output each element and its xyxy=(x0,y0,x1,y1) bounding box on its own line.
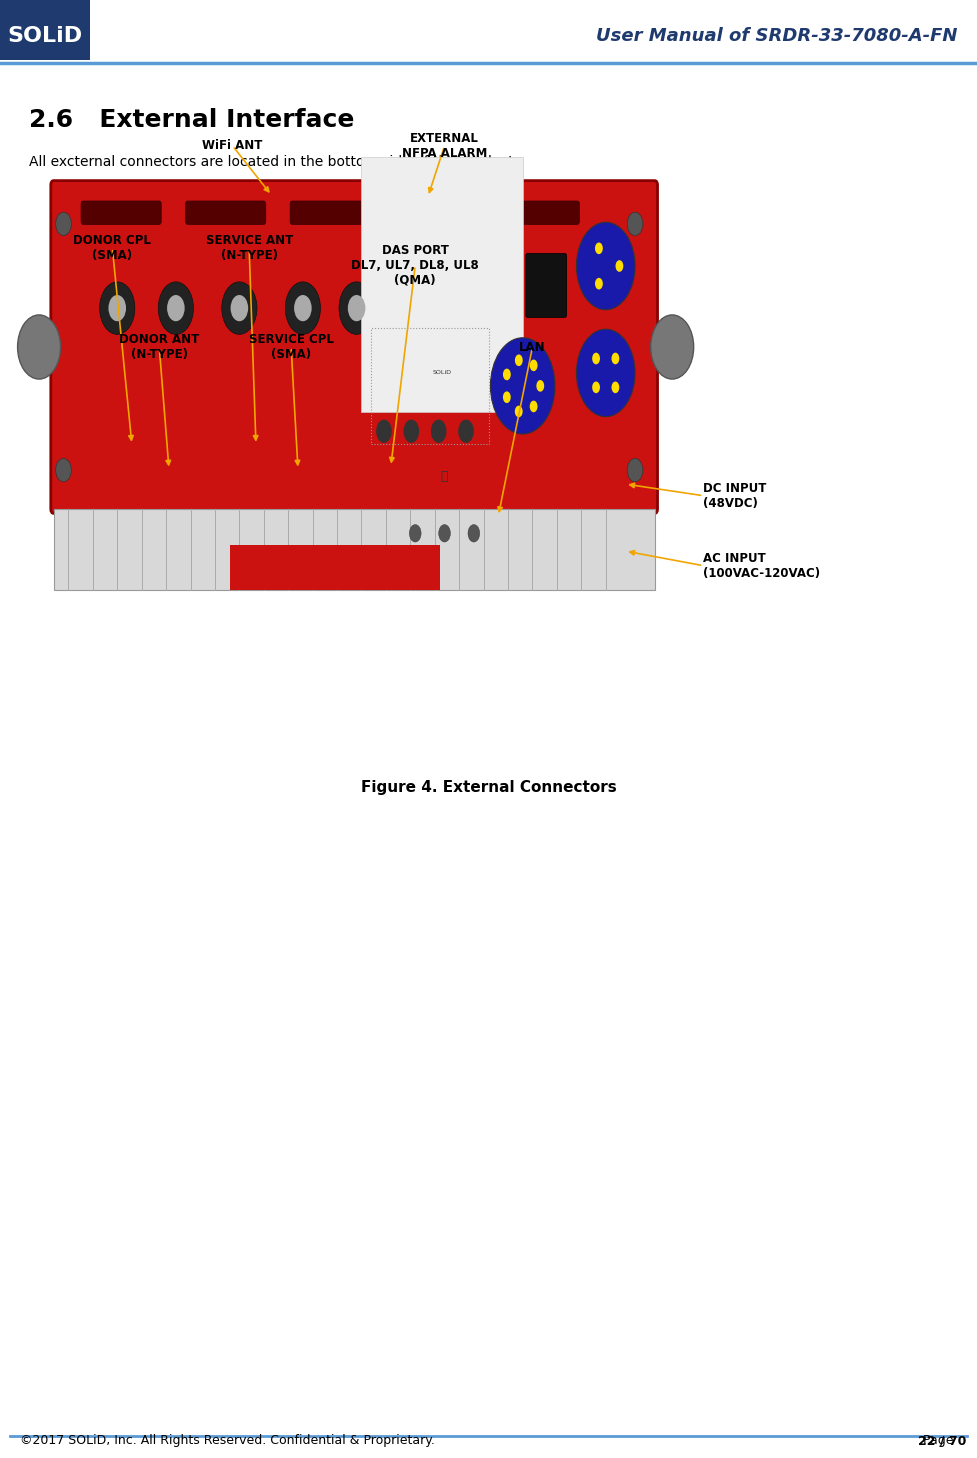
Text: DONOR ANT
(N-TYPE): DONOR ANT (N-TYPE) xyxy=(119,332,199,362)
Text: 22 / 70: 22 / 70 xyxy=(917,1435,966,1446)
Circle shape xyxy=(536,381,544,392)
Bar xyxy=(371,328,488,445)
Circle shape xyxy=(222,281,257,334)
Circle shape xyxy=(595,278,603,290)
Bar xyxy=(230,545,440,590)
Text: SOLiD: SOLiD xyxy=(8,26,83,47)
Text: ⏚: ⏚ xyxy=(441,469,448,483)
Text: LAN: LAN xyxy=(519,341,546,353)
Circle shape xyxy=(616,260,623,271)
Circle shape xyxy=(294,295,312,321)
Circle shape xyxy=(404,420,419,443)
Bar xyxy=(0,0,90,60)
Circle shape xyxy=(18,315,61,379)
FancyBboxPatch shape xyxy=(81,201,161,225)
Text: SOLiD: SOLiD xyxy=(433,370,452,375)
Text: DAS PORT
DL7, UL7, DL8, UL8
(QMA): DAS PORT DL7, UL7, DL8, UL8 (QMA) xyxy=(352,243,479,287)
Circle shape xyxy=(503,369,511,381)
FancyBboxPatch shape xyxy=(51,181,658,513)
Circle shape xyxy=(285,281,320,334)
Circle shape xyxy=(409,525,421,542)
Circle shape xyxy=(339,281,374,334)
Circle shape xyxy=(158,281,193,334)
Circle shape xyxy=(490,338,555,434)
Text: User Manual of SRDR-33-7080-A-FN: User Manual of SRDR-33-7080-A-FN xyxy=(596,28,957,45)
Circle shape xyxy=(348,295,365,321)
Text: WiFi ANT: WiFi ANT xyxy=(202,140,263,152)
Circle shape xyxy=(231,295,248,321)
Bar xyxy=(361,156,523,411)
Circle shape xyxy=(376,420,392,443)
Circle shape xyxy=(592,353,600,364)
Text: ©2017 SOLiD, Inc. All Rights Reserved. Confidential & Proprietary.: ©2017 SOLiD, Inc. All Rights Reserved. C… xyxy=(20,1435,435,1446)
Text: DC INPUT
(48VDC): DC INPUT (48VDC) xyxy=(703,481,767,510)
FancyBboxPatch shape xyxy=(526,254,567,318)
Text: SERVICE ANT
(N-TYPE): SERVICE ANT (N-TYPE) xyxy=(205,233,293,262)
Bar xyxy=(54,509,655,590)
Circle shape xyxy=(612,382,619,394)
Circle shape xyxy=(108,295,126,321)
Circle shape xyxy=(515,354,523,366)
Circle shape xyxy=(576,330,635,417)
Text: All excternal connectors are located in the bottom side of the product.: All excternal connectors are located in … xyxy=(29,155,519,169)
Circle shape xyxy=(56,458,71,481)
Circle shape xyxy=(100,281,135,334)
Circle shape xyxy=(167,295,185,321)
Text: EXTERNAL
NFPA ALARM: EXTERNAL NFPA ALARM xyxy=(402,131,488,160)
Text: Figure 4. External Connectors: Figure 4. External Connectors xyxy=(361,780,616,795)
Circle shape xyxy=(576,222,635,309)
FancyBboxPatch shape xyxy=(186,201,266,225)
Text: 2.6   External Interface: 2.6 External Interface xyxy=(29,108,355,133)
FancyBboxPatch shape xyxy=(290,201,370,225)
Circle shape xyxy=(530,360,537,372)
Circle shape xyxy=(458,420,474,443)
Circle shape xyxy=(612,353,619,364)
Text: SERVICE CPL
(SMA): SERVICE CPL (SMA) xyxy=(249,332,333,362)
Circle shape xyxy=(592,382,600,394)
Circle shape xyxy=(627,458,643,481)
Circle shape xyxy=(651,315,694,379)
Circle shape xyxy=(56,213,71,236)
Circle shape xyxy=(627,213,643,236)
Circle shape xyxy=(503,391,511,402)
Text: AC INPUT
(100VAC-120VAC): AC INPUT (100VAC-120VAC) xyxy=(703,551,821,580)
FancyBboxPatch shape xyxy=(499,201,579,225)
Circle shape xyxy=(530,401,537,413)
Text: Page: Page xyxy=(923,1435,957,1446)
Circle shape xyxy=(595,242,603,254)
FancyBboxPatch shape xyxy=(395,201,475,225)
Circle shape xyxy=(431,420,446,443)
Text: DONOR CPL
(SMA): DONOR CPL (SMA) xyxy=(73,233,151,262)
Circle shape xyxy=(468,525,480,542)
Circle shape xyxy=(515,405,523,417)
Circle shape xyxy=(439,525,450,542)
